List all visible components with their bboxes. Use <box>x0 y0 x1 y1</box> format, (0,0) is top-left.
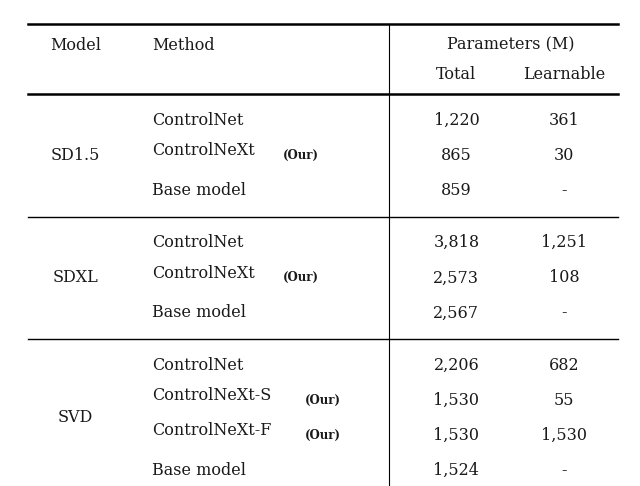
Text: Learnable: Learnable <box>523 66 605 83</box>
Text: 1,530: 1,530 <box>433 427 479 444</box>
Text: -: - <box>561 462 567 479</box>
Text: -: - <box>561 182 567 199</box>
Text: -: - <box>561 304 567 321</box>
Text: Base model: Base model <box>152 462 246 479</box>
Text: 108: 108 <box>549 269 580 286</box>
Text: 1,220: 1,220 <box>433 112 479 129</box>
Text: 2,206: 2,206 <box>433 357 479 374</box>
Text: ControlNet: ControlNet <box>152 357 243 374</box>
Text: Method: Method <box>152 37 214 54</box>
Text: Base model: Base model <box>152 304 246 321</box>
Text: 361: 361 <box>549 112 580 129</box>
Text: SDXL: SDXL <box>53 269 99 286</box>
Text: 55: 55 <box>554 392 575 409</box>
Text: SVD: SVD <box>58 409 93 426</box>
Text: 682: 682 <box>549 357 580 374</box>
Text: 1,530: 1,530 <box>433 392 479 409</box>
Text: (Our): (Our) <box>284 271 319 284</box>
Text: 30: 30 <box>554 147 575 164</box>
Text: SD1.5: SD1.5 <box>51 147 100 164</box>
Text: 1,530: 1,530 <box>541 427 588 444</box>
Text: (Our): (Our) <box>305 429 340 442</box>
Text: ControlNet: ControlNet <box>152 234 243 251</box>
Text: (Our): (Our) <box>284 149 319 161</box>
Text: 2,573: 2,573 <box>433 269 479 286</box>
Text: 865: 865 <box>441 147 472 164</box>
Text: ControlNeXt-F: ControlNeXt-F <box>152 422 271 439</box>
Text: (Our): (Our) <box>305 394 340 407</box>
Text: Total: Total <box>436 66 477 83</box>
Text: Base model: Base model <box>152 182 246 199</box>
Text: 1,524: 1,524 <box>433 462 479 479</box>
Text: ControlNeXt: ControlNeXt <box>152 142 255 159</box>
Text: ControlNet: ControlNet <box>152 112 243 129</box>
Text: Model: Model <box>50 37 101 54</box>
Text: 2,567: 2,567 <box>433 304 479 321</box>
Text: 3,818: 3,818 <box>433 234 479 251</box>
Text: ControlNeXt-S: ControlNeXt-S <box>152 387 271 404</box>
Text: 859: 859 <box>441 182 472 199</box>
Text: 1,251: 1,251 <box>541 234 588 251</box>
Text: ControlNeXt: ControlNeXt <box>152 265 255 282</box>
Text: Parameters (M): Parameters (M) <box>447 37 574 54</box>
